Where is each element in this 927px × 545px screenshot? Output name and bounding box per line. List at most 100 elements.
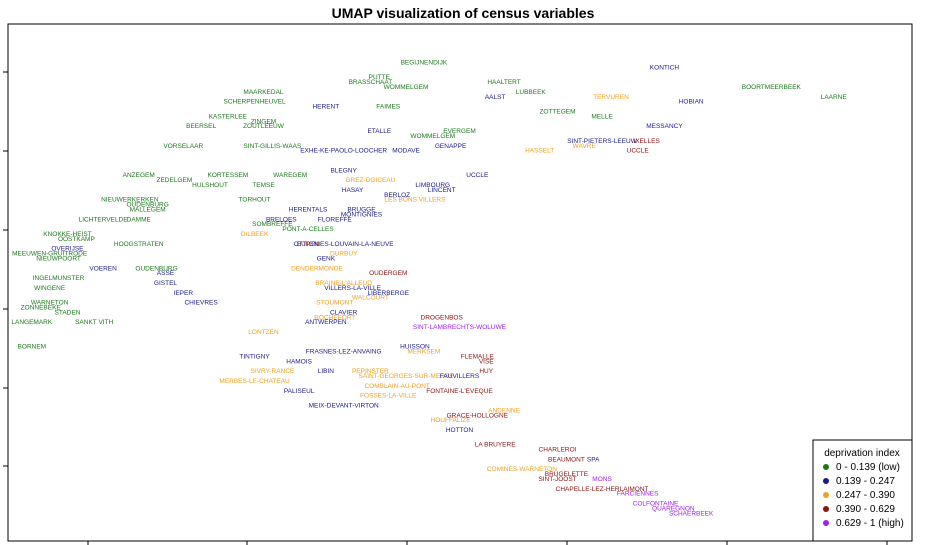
point-label: SINT-GILLIS-WAAS: [243, 143, 302, 150]
point-label: VISE: [479, 358, 494, 365]
point-label: MERKSEM: [407, 349, 440, 356]
point-label: ETALLE: [367, 128, 391, 135]
point-label: PALISEUL: [284, 388, 315, 395]
point-label: FAIMES: [376, 104, 401, 111]
point-label: STADEN: [55, 309, 81, 316]
point-label: GENAPPE: [435, 143, 467, 150]
point-label: ZOUTLEEUW: [243, 123, 285, 130]
point-label: BRUGELETTE: [545, 471, 589, 478]
point-label: SANKT VITH: [75, 319, 113, 326]
point-label: TEMSE: [252, 182, 275, 189]
point-label: MESSANCY: [646, 123, 683, 130]
point-label: LIBIN: [318, 368, 335, 375]
point-label: MAARKEDAL: [243, 89, 283, 96]
point-label: OUDENBURG: [127, 202, 169, 209]
point-label: LA BRUYERE: [475, 442, 516, 449]
point-label: SIVRY-RANCE: [251, 368, 295, 375]
point-label: MONS: [592, 476, 612, 483]
point-label: VORSELAAR: [163, 143, 203, 150]
point-label: COMBLAIN-AU-PONT: [364, 383, 429, 390]
legend-marker: [823, 506, 829, 512]
point-label: VOEREN: [89, 265, 117, 272]
point-label: TORHOUT: [239, 197, 271, 204]
point-label: LIMBOURG: [415, 182, 450, 189]
point-label: WINGENE: [34, 285, 66, 292]
point-label: ANZEGEM: [123, 172, 155, 179]
point-label: BLEGNY: [330, 167, 357, 174]
point-labels: BEGIJNENDIJKPUTTEBRASSCHAATWOMMELGEMHAAL…: [11, 60, 847, 518]
point-label: WOMMELGEM: [410, 133, 455, 140]
point-label: GISTEL: [154, 280, 178, 287]
chart-title: UMAP visualization of census variables: [332, 5, 595, 21]
point-label: QUAREGNON: [652, 505, 695, 512]
legend-label: 0.139 - 0.247: [836, 476, 895, 487]
point-label: OOSTKAMP: [58, 236, 95, 243]
point-label: HOBIAN: [679, 99, 704, 106]
legend-label: 0.629 - 1 (high): [836, 518, 904, 529]
point-label: HOOGSTRATEN: [114, 241, 164, 248]
point-label: LIBERBERGE: [367, 290, 409, 297]
point-label: LES BONS VILLERS: [384, 197, 446, 204]
point-label: BORNEM: [18, 344, 47, 351]
point-label: MONTIGNIES: [341, 211, 383, 218]
point-label: NIEUWERKERKEN: [101, 197, 159, 204]
point-label: HERENT: [312, 104, 339, 111]
point-label: COMINES-WARNETON: [487, 466, 557, 473]
point-label: SINT-PIETERS-LEEUW: [567, 138, 638, 145]
point-label: LAARNE: [821, 94, 848, 101]
axis-ticks: [3, 71, 888, 545]
point-label: FOSSES-LA-VILLE: [360, 393, 417, 400]
point-label: DROGENBOS: [421, 314, 464, 321]
point-label: HAALTERT: [487, 79, 520, 86]
point-label: FAUVILLERS: [440, 373, 480, 380]
point-label: WALCOURT: [352, 295, 389, 302]
point-label: BOORTMEERBEEK: [742, 84, 802, 91]
point-label: KORTESSEM: [207, 172, 248, 179]
point-label: FLEMALLE: [461, 354, 495, 361]
point-label: ASSE: [157, 270, 175, 277]
point-label: HOTTON: [446, 427, 474, 434]
point-label: MALLEGEM: [130, 207, 166, 214]
point-label: DILBEEK: [241, 231, 269, 238]
point-label: LINCENT: [428, 187, 456, 194]
point-label: WAREGEM: [273, 172, 307, 179]
point-label: SAINT-GEORGES-SUR-MEUSE: [359, 373, 455, 380]
point-label: KASTERLEE: [209, 113, 248, 120]
point-label: DENDERMONDE: [291, 265, 343, 272]
point-label: BEGIJNENDIJK: [401, 60, 448, 67]
point-label: MODAVE: [392, 148, 420, 155]
point-label: ZINGEM: [251, 118, 276, 125]
legend-label: 0.247 - 0.390: [836, 490, 895, 501]
legend-marker: [823, 492, 829, 498]
point-label: MEIX-DEVANT-VIRTON: [309, 403, 379, 410]
point-label: SCHERPENHEUVEL: [223, 99, 286, 106]
point-label: PEPINSTER: [352, 368, 389, 375]
point-label: KNOKKE-HEIST: [43, 231, 91, 238]
point-label: GREZ-DOICEAU: [345, 177, 395, 184]
point-label: MELLE: [591, 113, 613, 120]
point-label: KONTICH: [650, 64, 680, 71]
point-label: HUISSON: [400, 344, 430, 351]
legend-label: 0.390 - 0.629: [836, 504, 895, 515]
point-label: CHIEVRES: [184, 300, 218, 307]
point-label: ROCHEFORT: [314, 314, 355, 321]
point-label: HERENTALS: [289, 207, 328, 214]
point-label: SINT-JOOST: [538, 476, 576, 483]
point-label: CHARLEROI: [539, 447, 577, 454]
point-label: COLFONTAINE: [633, 501, 679, 508]
point-label: EUPEN: [297, 241, 320, 248]
point-label: UCCLE: [466, 172, 489, 179]
point-label: GRACE-HOLLOGNE: [447, 412, 509, 419]
point-label: BEAUMONT: [548, 456, 585, 463]
point-label: OVERIJSE: [51, 246, 84, 253]
point-label: SCHAERBEEK: [669, 510, 714, 517]
legend-box: [812, 439, 913, 542]
point-label: NIEUWPOORT: [36, 256, 81, 263]
point-label: INGELMUNSTER: [33, 275, 85, 282]
point-label: FONTAINE-L'EVEQUE: [426, 388, 493, 395]
point-label: AALST: [485, 94, 506, 101]
point-label: BEERSEL: [186, 123, 216, 130]
point-label: HULSHOUT: [192, 182, 228, 189]
point-label: UCCLE: [627, 148, 650, 155]
